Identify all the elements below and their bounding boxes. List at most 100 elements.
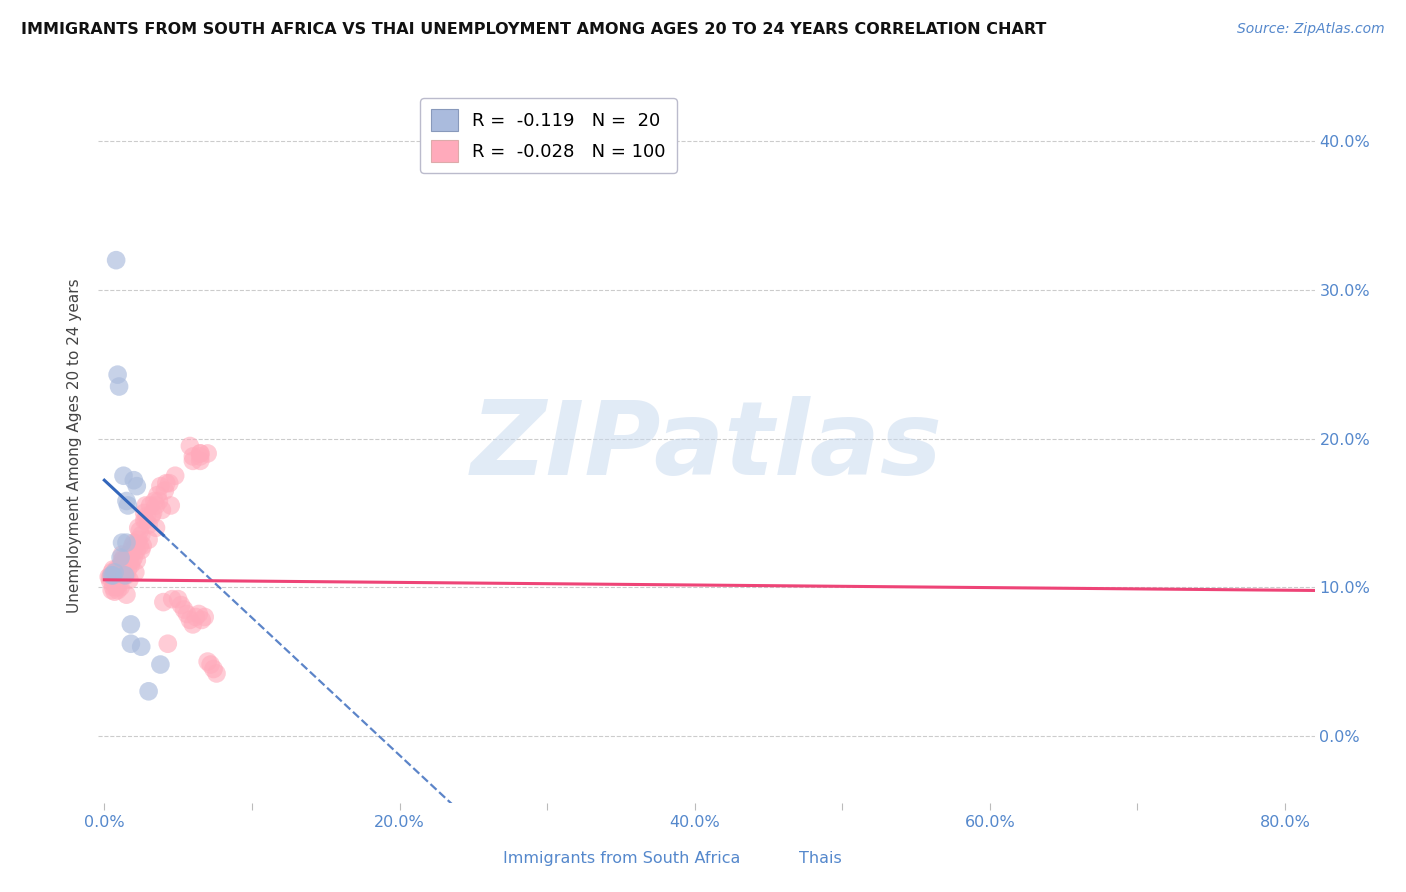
Point (160, 592, 183, 607)
Point (122, 550, 145, 565)
Point (97, 570, 120, 584)
Text: Immigrants from South Africa: Immigrants from South Africa (503, 852, 741, 866)
Point (112, 558, 135, 572)
Point (138, 517, 160, 532)
Point (129, 640, 152, 654)
Point (105, 562, 128, 576)
Point (176, 607, 198, 621)
Point (142, 506, 165, 520)
Point (138, 684, 160, 698)
Point (150, 503, 173, 517)
Point (98, 570, 121, 584)
Point (104, 573, 127, 587)
Point (122, 535, 145, 549)
Point (114, 553, 136, 567)
Point (98, 574, 121, 589)
Point (104, 584, 127, 599)
Point (104, 566, 127, 580)
Point (129, 543, 152, 558)
Point (110, 550, 132, 565)
Point (148, 494, 170, 508)
Point (138, 533, 160, 547)
Point (105, 570, 128, 584)
Point (101, 568, 124, 582)
Point (110, 558, 132, 572)
Point (135, 499, 157, 513)
Point (108, 568, 131, 582)
Point (152, 595, 174, 609)
Point (181, 450, 204, 464)
Point (135, 513, 157, 527)
Text: IMMIGRANTS FROM SOUTH AFRICA VS THAI UNEMPLOYMENT AMONG AGES 20 TO 24 YEARS CORR: IMMIGRANTS FROM SOUTH AFRICA VS THAI UNE… (21, 22, 1046, 37)
Point (127, 533, 149, 547)
Point (121, 539, 143, 553)
Point (179, 613, 201, 627)
Point (101, 568, 124, 582)
Point (117, 499, 139, 513)
Point (108, 379, 131, 393)
Point (115, 568, 138, 582)
Point (121, 553, 143, 567)
Point (156, 637, 179, 651)
Text: Source: ZipAtlas.com: Source: ZipAtlas.com (1237, 22, 1385, 37)
Point (149, 479, 172, 493)
Point (188, 446, 211, 460)
Point (112, 550, 135, 565)
Point (197, 655, 219, 669)
Point (128, 524, 150, 538)
Point (173, 602, 195, 616)
Point (145, 521, 167, 535)
Point (115, 588, 138, 602)
Point (188, 446, 211, 460)
Point (149, 657, 172, 672)
Point (101, 580, 124, 594)
Point (145, 499, 167, 513)
Point (117, 562, 139, 576)
Point (118, 573, 141, 587)
Point (170, 598, 193, 612)
Point (118, 553, 141, 567)
Point (202, 662, 225, 676)
Point (165, 468, 187, 483)
Point (157, 476, 180, 491)
Point (105, 580, 128, 594)
Point (143, 494, 166, 508)
Text: Thais: Thais (799, 852, 841, 866)
Point (188, 450, 211, 464)
Point (167, 592, 190, 607)
Point (114, 568, 136, 582)
Point (122, 473, 145, 487)
Point (100, 568, 122, 582)
Point (105, 253, 128, 268)
Text: ZIPatlas: ZIPatlas (471, 395, 942, 497)
Point (139, 499, 162, 513)
Point (101, 562, 124, 576)
Point (181, 617, 204, 632)
Point (111, 548, 134, 562)
Point (114, 562, 136, 576)
Point (100, 566, 122, 580)
Point (112, 566, 135, 580)
Point (146, 488, 169, 502)
Point (190, 613, 212, 627)
Point (124, 539, 146, 553)
Point (100, 583, 122, 598)
Point (124, 566, 146, 580)
Point (112, 468, 135, 483)
Point (120, 617, 142, 632)
Point (129, 528, 152, 542)
Point (131, 539, 153, 553)
Point (117, 548, 139, 562)
Point (125, 479, 148, 493)
Point (187, 607, 209, 621)
Point (107, 583, 129, 598)
Point (110, 580, 132, 594)
Point (120, 543, 142, 558)
Point (125, 543, 148, 558)
Point (200, 657, 222, 672)
Point (108, 562, 131, 576)
Point (141, 508, 163, 523)
Point (107, 568, 129, 582)
Point (194, 610, 217, 624)
Point (181, 454, 204, 468)
